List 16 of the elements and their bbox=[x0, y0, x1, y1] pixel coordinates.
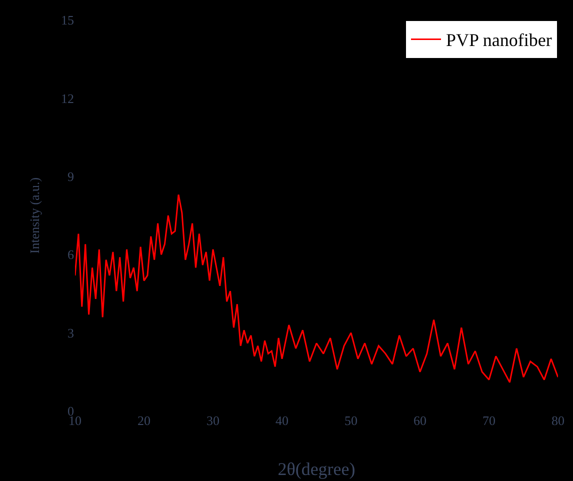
x-tick-label: 70 bbox=[482, 413, 496, 428]
y-tick-label: 6 bbox=[68, 247, 74, 262]
y-tick-label: 12 bbox=[61, 90, 74, 106]
x-tick-label: 50 bbox=[344, 413, 358, 428]
x-tick-label: 80 bbox=[552, 413, 564, 428]
y-tick-label: 15 bbox=[61, 12, 74, 28]
y-axis-title: Intensity (a.u.) bbox=[27, 177, 42, 254]
x-tick-label: 60 bbox=[414, 413, 426, 428]
x-tick-label: 40 bbox=[276, 413, 288, 428]
legend-label: PVP nanofiber bbox=[446, 30, 552, 50]
x-axis-title: 2θ(degree) bbox=[278, 459, 356, 479]
y-tick-label: 9 bbox=[68, 168, 74, 184]
x-tick-label: 20 bbox=[138, 413, 150, 428]
y-tick-label: 3 bbox=[68, 325, 74, 340]
line-series bbox=[75, 194, 558, 384]
x-tick-label: 30 bbox=[206, 413, 220, 428]
